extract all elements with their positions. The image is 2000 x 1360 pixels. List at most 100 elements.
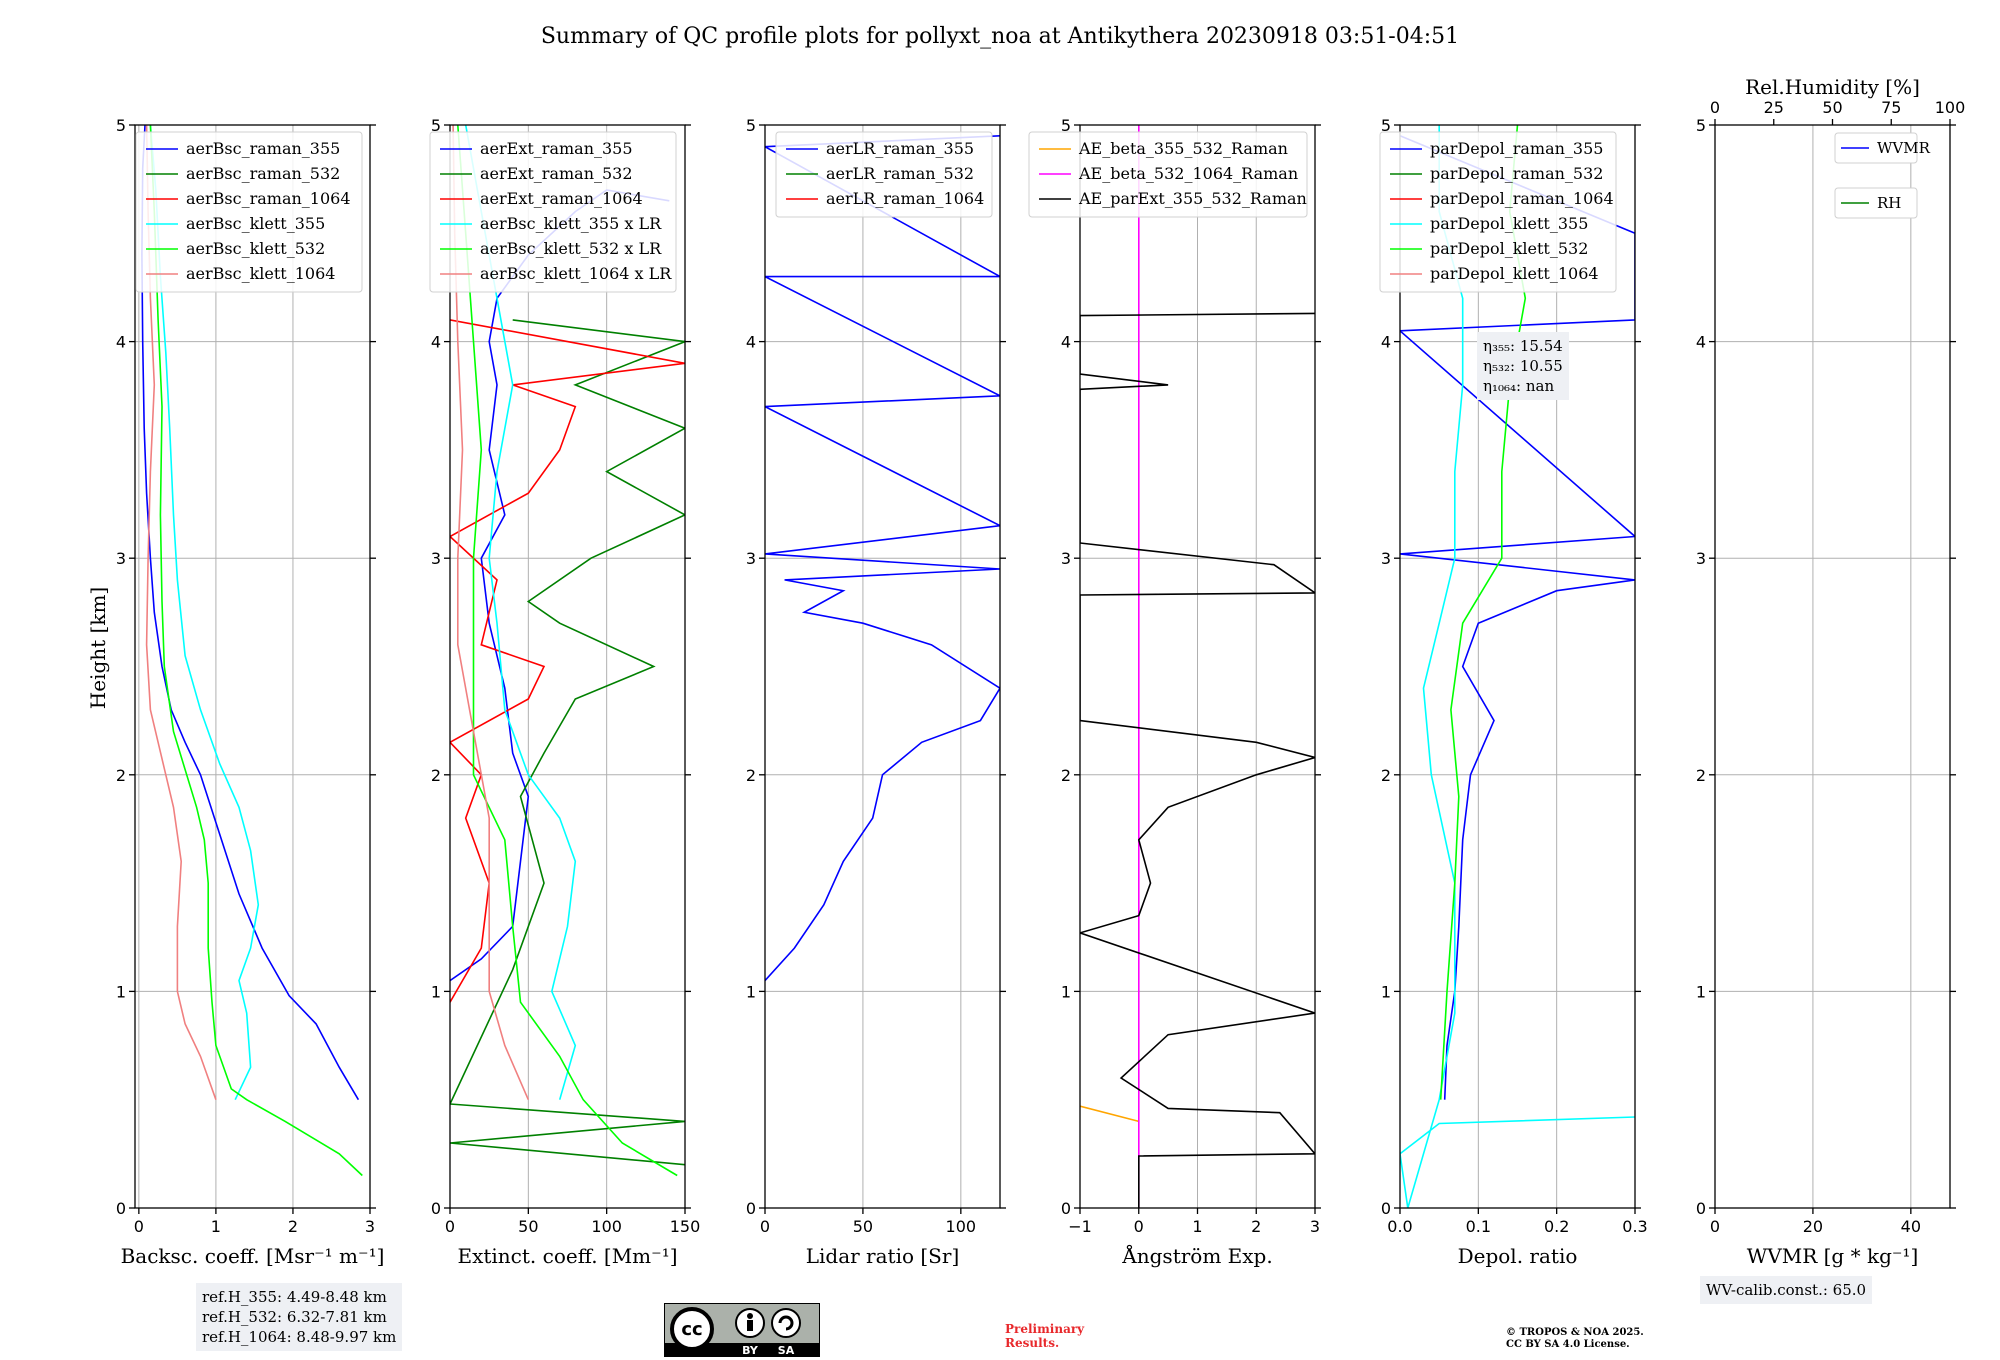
y-tick-label: 1 <box>1696 982 1706 1001</box>
x-tick-label: 20 <box>1803 1217 1823 1236</box>
eta-355: η₃₅₅: 15.54 <box>1483 337 1563 355</box>
legend-panel-0: aerBsc_raman_355 aerBsc_raman_532 aerBsc_r… <box>135 131 363 293</box>
axes-frame <box>764 124 1001 1209</box>
x-tick-label: 150 <box>670 1217 701 1236</box>
y-tick-label: 5 <box>116 116 126 135</box>
preliminary-note: Preliminary Results. <box>1005 1322 1085 1350</box>
series-line-aerbsc-klett-1064-x-lr <box>452 125 530 1101</box>
top-x-tick-label: 0 <box>1710 98 1720 117</box>
y-tick-label: 0 <box>746 1199 756 1218</box>
axes-frame <box>1714 124 1951 1209</box>
x-tick-label: 40 <box>1901 1217 1921 1236</box>
y-tick-label: 2 <box>1696 766 1706 785</box>
legend-panel-1: aerExt_raman_355 aerExt_raman_532 aerExt_r… <box>429 131 677 293</box>
legend-panel-2: aerLR_raman_355 aerLR_raman_532 aerLR_rama… <box>775 131 993 218</box>
x-tick-label: −1 <box>1068 1217 1092 1236</box>
legend-label: aerExt_raman_532 <box>480 164 633 183</box>
legend-label: aerLR_raman_1064 <box>826 189 984 208</box>
legend-label: aerBsc_klett_1064 x LR <box>480 264 672 283</box>
x-axis-label: WVMR [g * kg⁻¹] <box>1747 1244 1919 1268</box>
x-tick-label: 0.2 <box>1544 1217 1569 1236</box>
x-axis-label: Backsc. coeff. [Msr⁻¹ m⁻¹] <box>121 1244 385 1268</box>
by-label: BY <box>742 1344 759 1357</box>
series-line-aerbsc-klett-532 <box>149 125 363 1177</box>
x-axis-label: Ångström Exp. <box>1121 1243 1272 1268</box>
cc-by-sa-badge: cc BY SA <box>664 1303 820 1357</box>
legend-label: aerLR_raman_355 <box>826 139 974 158</box>
series-line-aerext-raman-355 <box>450 189 670 982</box>
panel-0: 0 1 2 3 0 1 2 3 4 5 Backsc. coeff. [Msr⁻¹ m⁻¹] aerB… <box>116 116 385 1268</box>
x-tick-label: 50 <box>518 1217 538 1236</box>
y-tick-label: 3 <box>1381 549 1391 568</box>
x-tick-label: 0.0 <box>1387 1217 1412 1236</box>
top-x-axis-label: Rel.Humidity [%] <box>1745 75 1920 99</box>
legend-wvmr: WVMR <box>1834 132 1931 164</box>
legend-label: parDepol_raman_1064 <box>1430 189 1614 208</box>
series-line-aerbsc-klett-355 <box>149 125 260 1101</box>
legend-label: aerBsc_klett_355 <box>186 214 325 233</box>
panel-1: 0 50 100 150 0 1 2 3 4 5 Extinct. coeff. [Mm⁻¹] aer… <box>429 116 701 1268</box>
y-tick-label: 5 <box>431 116 441 135</box>
x-tick-label: 1 <box>211 1217 221 1236</box>
x-tick-label: 100 <box>591 1217 622 1236</box>
copyright-line-2: CC BY SA 4.0 License. <box>1506 1339 1630 1350</box>
y-tick-label: 5 <box>746 116 756 135</box>
x-tick-label: 0 <box>134 1217 144 1236</box>
x-tick-label: 3 <box>365 1217 375 1236</box>
x-axis-label: Depol. ratio <box>1458 1244 1578 1268</box>
ref-heights-box: ref.H_355: 4.49-8.48 km ref.H_532: 6.32-… <box>196 1283 403 1351</box>
axes-frame <box>1399 124 1636 1209</box>
x-tick-label: 0 <box>445 1217 455 1236</box>
panels: 0 1 2 3 0 1 2 3 4 5 Backsc. coeff. [Msr⁻¹ m⁻¹] aerB… <box>116 75 1965 1268</box>
y-tick-label: 0 <box>1696 1199 1706 1218</box>
x-tick-label: 0 <box>760 1217 770 1236</box>
y-tick-label: 3 <box>746 549 756 568</box>
legend-label: aerExt_raman_1064 <box>480 189 643 208</box>
figure-title: Summary of QC profile plots for pollyxt_… <box>541 24 1459 49</box>
y-tick-label: 1 <box>746 982 756 1001</box>
legend-rh: RH <box>1834 187 1918 219</box>
copyright-line-1: © TROPOS & NOA 2025. <box>1506 1327 1644 1338</box>
y-tick-label: 4 <box>116 333 126 352</box>
ref-height-355: ref.H_355: 4.49-8.48 km <box>202 1288 387 1306</box>
sa-label: SA <box>778 1344 795 1357</box>
x-tick-label: 0 <box>1134 1217 1144 1236</box>
legend-label: parDepol_klett_355 <box>1430 214 1588 233</box>
legend-panel-3: AE_beta_355_532_Raman AE_beta_532_1064_Ra… <box>1028 131 1308 218</box>
legend-label: aerLR_raman_532 <box>826 164 974 183</box>
panel-4: 0.0 0.1 0.2 0.3 0 1 2 3 4 5 Depol. ratio parDepol_r… <box>1379 116 1648 1268</box>
y-tick-label: 1 <box>1381 982 1391 1001</box>
legend-label: RH <box>1877 194 1901 212</box>
top-x-tick-label: 25 <box>1764 98 1784 117</box>
x-tick-label: 50 <box>853 1217 873 1236</box>
legend-label: aerBsc_klett_532 x LR <box>480 239 662 258</box>
legend-label: parDepol_klett_532 <box>1430 239 1588 258</box>
x-axis-label: Lidar ratio [Sr] <box>806 1244 960 1268</box>
series-line-pardepol-klett-355 <box>1400 125 1635 1208</box>
y-tick-label: 3 <box>431 549 441 568</box>
legend-label: AE_parExt_355_532_Raman <box>1078 189 1307 208</box>
x-tick-label: 2 <box>1251 1217 1261 1236</box>
legend-label: parDepol_raman_532 <box>1430 164 1603 183</box>
depol-eta-box: η₃₅₅: 15.54 η₅₃₂: 10.55 η₁₀₆₄: nan <box>1477 332 1569 400</box>
legend-label: aerBsc_raman_355 <box>186 139 340 158</box>
wv-calib-box: WV-calib.const.: 65.0 <box>1700 1276 1873 1304</box>
sa-icon <box>771 1308 801 1338</box>
series-line-pardepol-raman-355 <box>1400 135 1635 1100</box>
y-tick-label: 0 <box>1061 1199 1071 1218</box>
cc-text: cc <box>681 1319 702 1340</box>
y-tick-label: 1 <box>116 982 126 1001</box>
series-line-aerext-raman-532 <box>450 319 685 1166</box>
y-tick-label: 0 <box>116 1199 126 1218</box>
y-tick-label: 2 <box>1381 766 1391 785</box>
y-tick-label: 0 <box>1381 1199 1391 1218</box>
x-tick-label: 1 <box>1192 1217 1202 1236</box>
copyright-note: © TROPOS & NOA 2025. CC BY SA 4.0 Licens… <box>1506 1327 1644 1351</box>
legend-label: AE_beta_532_1064_Raman <box>1078 164 1298 183</box>
ref-height-532: ref.H_532: 6.32-7.81 km <box>202 1308 387 1326</box>
cc-icon <box>670 1307 714 1351</box>
legend-label: aerBsc_raman_532 <box>186 164 340 183</box>
panel-5: 0 20 40 0 1 2 3 4 5 WVMR [g * kg⁻¹] 0 25 50 75 100 Rel.… <box>1696 75 1965 1268</box>
legend-label: aerBsc_klett_1064 <box>186 264 335 283</box>
y-tick-label: 5 <box>1696 116 1706 135</box>
